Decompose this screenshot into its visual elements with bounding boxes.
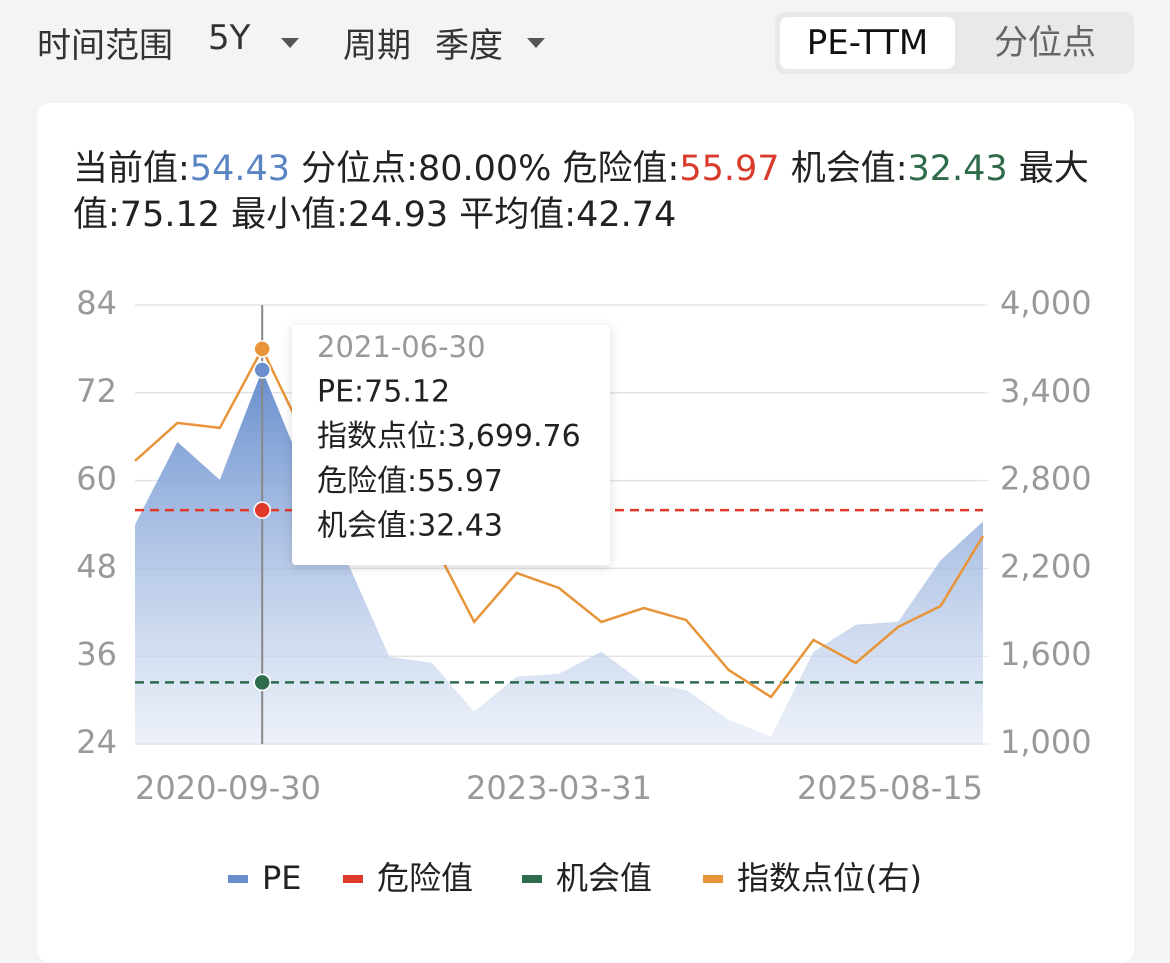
- area: [135, 369, 983, 744]
- legend-swatch: [343, 875, 363, 883]
- summary-value: 32.43: [907, 149, 1008, 189]
- summary: 当前值:54.43 分位点:80.00% 危险值:55.97 机会值:32.43…: [73, 146, 1093, 238]
- legend-swatch: [228, 875, 248, 883]
- tooltip-date: 2021-06-30: [317, 330, 486, 364]
- hover-dot: [253, 501, 271, 519]
- legend-swatch: [522, 875, 542, 883]
- x-tick-label: 2023-03-31: [466, 769, 652, 807]
- tooltip-line: 指数点位:3,699.76: [317, 419, 581, 454]
- range-label: 时间范围: [37, 26, 173, 66]
- line: [134, 346, 985, 699]
- legend-label: PE: [262, 859, 302, 897]
- tab[interactable]: PE-TTM: [780, 17, 955, 69]
- legend-label: 危险值: [377, 859, 473, 897]
- y2-tick-label: 3,400: [1000, 372, 1092, 410]
- y-tick-label: 72: [76, 372, 117, 410]
- summary-value: 54.43: [189, 149, 290, 189]
- hover-dot: [253, 673, 271, 692]
- summary-value: 55.97: [679, 149, 780, 189]
- y-tick-label: 48: [76, 547, 117, 585]
- legend-swatch: [703, 875, 723, 883]
- screen: 时间范围 5Y 周期 季度 PE-TTM 分位点 当前值:54.43 分位点:8…: [37, 12, 1134, 963]
- tooltip: [292, 325, 610, 565]
- summary-label: 机会值:: [790, 149, 908, 189]
- y2-tick-label: 4,000: [1000, 284, 1092, 322]
- y-tick-label: 24: [76, 723, 117, 761]
- summary-value: 42.74: [576, 195, 677, 235]
- summary-value: 75.12: [119, 195, 220, 235]
- legend-label: 机会值: [556, 859, 652, 897]
- y2-tick-label: 2,200: [1000, 547, 1092, 585]
- summary-label: 危险值:: [562, 149, 680, 189]
- y2-tick-label: 1,600: [1000, 635, 1092, 673]
- hover-dot: [253, 340, 271, 358]
- tooltip-line: 危险值:55.97: [317, 464, 503, 499]
- dropdown-arrow[interactable]: [527, 38, 545, 48]
- tooltip-line: 机会值:32.43: [317, 509, 503, 544]
- hover-dot: [253, 361, 271, 379]
- summary-value: 80.00%: [417, 149, 552, 189]
- summary-label: 平均值:: [459, 195, 577, 235]
- x-tick-label: 2025-08-15: [797, 769, 983, 807]
- tab[interactable]: 分位点: [994, 23, 1096, 63]
- summary-label: 当前值:: [73, 149, 190, 189]
- y-tick-label: 84: [76, 284, 117, 322]
- y-tick-label: 60: [76, 460, 117, 498]
- period-value[interactable]: 季度: [435, 26, 503, 66]
- y-tick-label: 36: [76, 635, 117, 673]
- summary-label: 最小值:: [231, 195, 348, 235]
- x-tick-label: 2020-09-30: [135, 769, 321, 807]
- segmented-control: PE-TTM 分位点: [775, 12, 1134, 74]
- y2-tick-label: 1,000: [1000, 723, 1092, 761]
- summary-label: 分位点:: [301, 149, 418, 189]
- range-value[interactable]: 5Y: [208, 18, 251, 58]
- chart: 24 36 48 60 72 84 1,000 1,600 2,200 2,800 3,400 4,0…: [76, 284, 1092, 897]
- legend-label: 指数点位(右): [737, 859, 922, 897]
- summary-value: 24.93: [347, 195, 449, 235]
- dropdown-arrow[interactable]: [281, 38, 299, 48]
- summary-label: 最大值:: [73, 149, 1089, 235]
- y2-tick-label: 2,800: [1000, 460, 1092, 498]
- period-label: 周期: [343, 26, 411, 66]
- tooltip-line: PE:75.12: [317, 375, 450, 410]
